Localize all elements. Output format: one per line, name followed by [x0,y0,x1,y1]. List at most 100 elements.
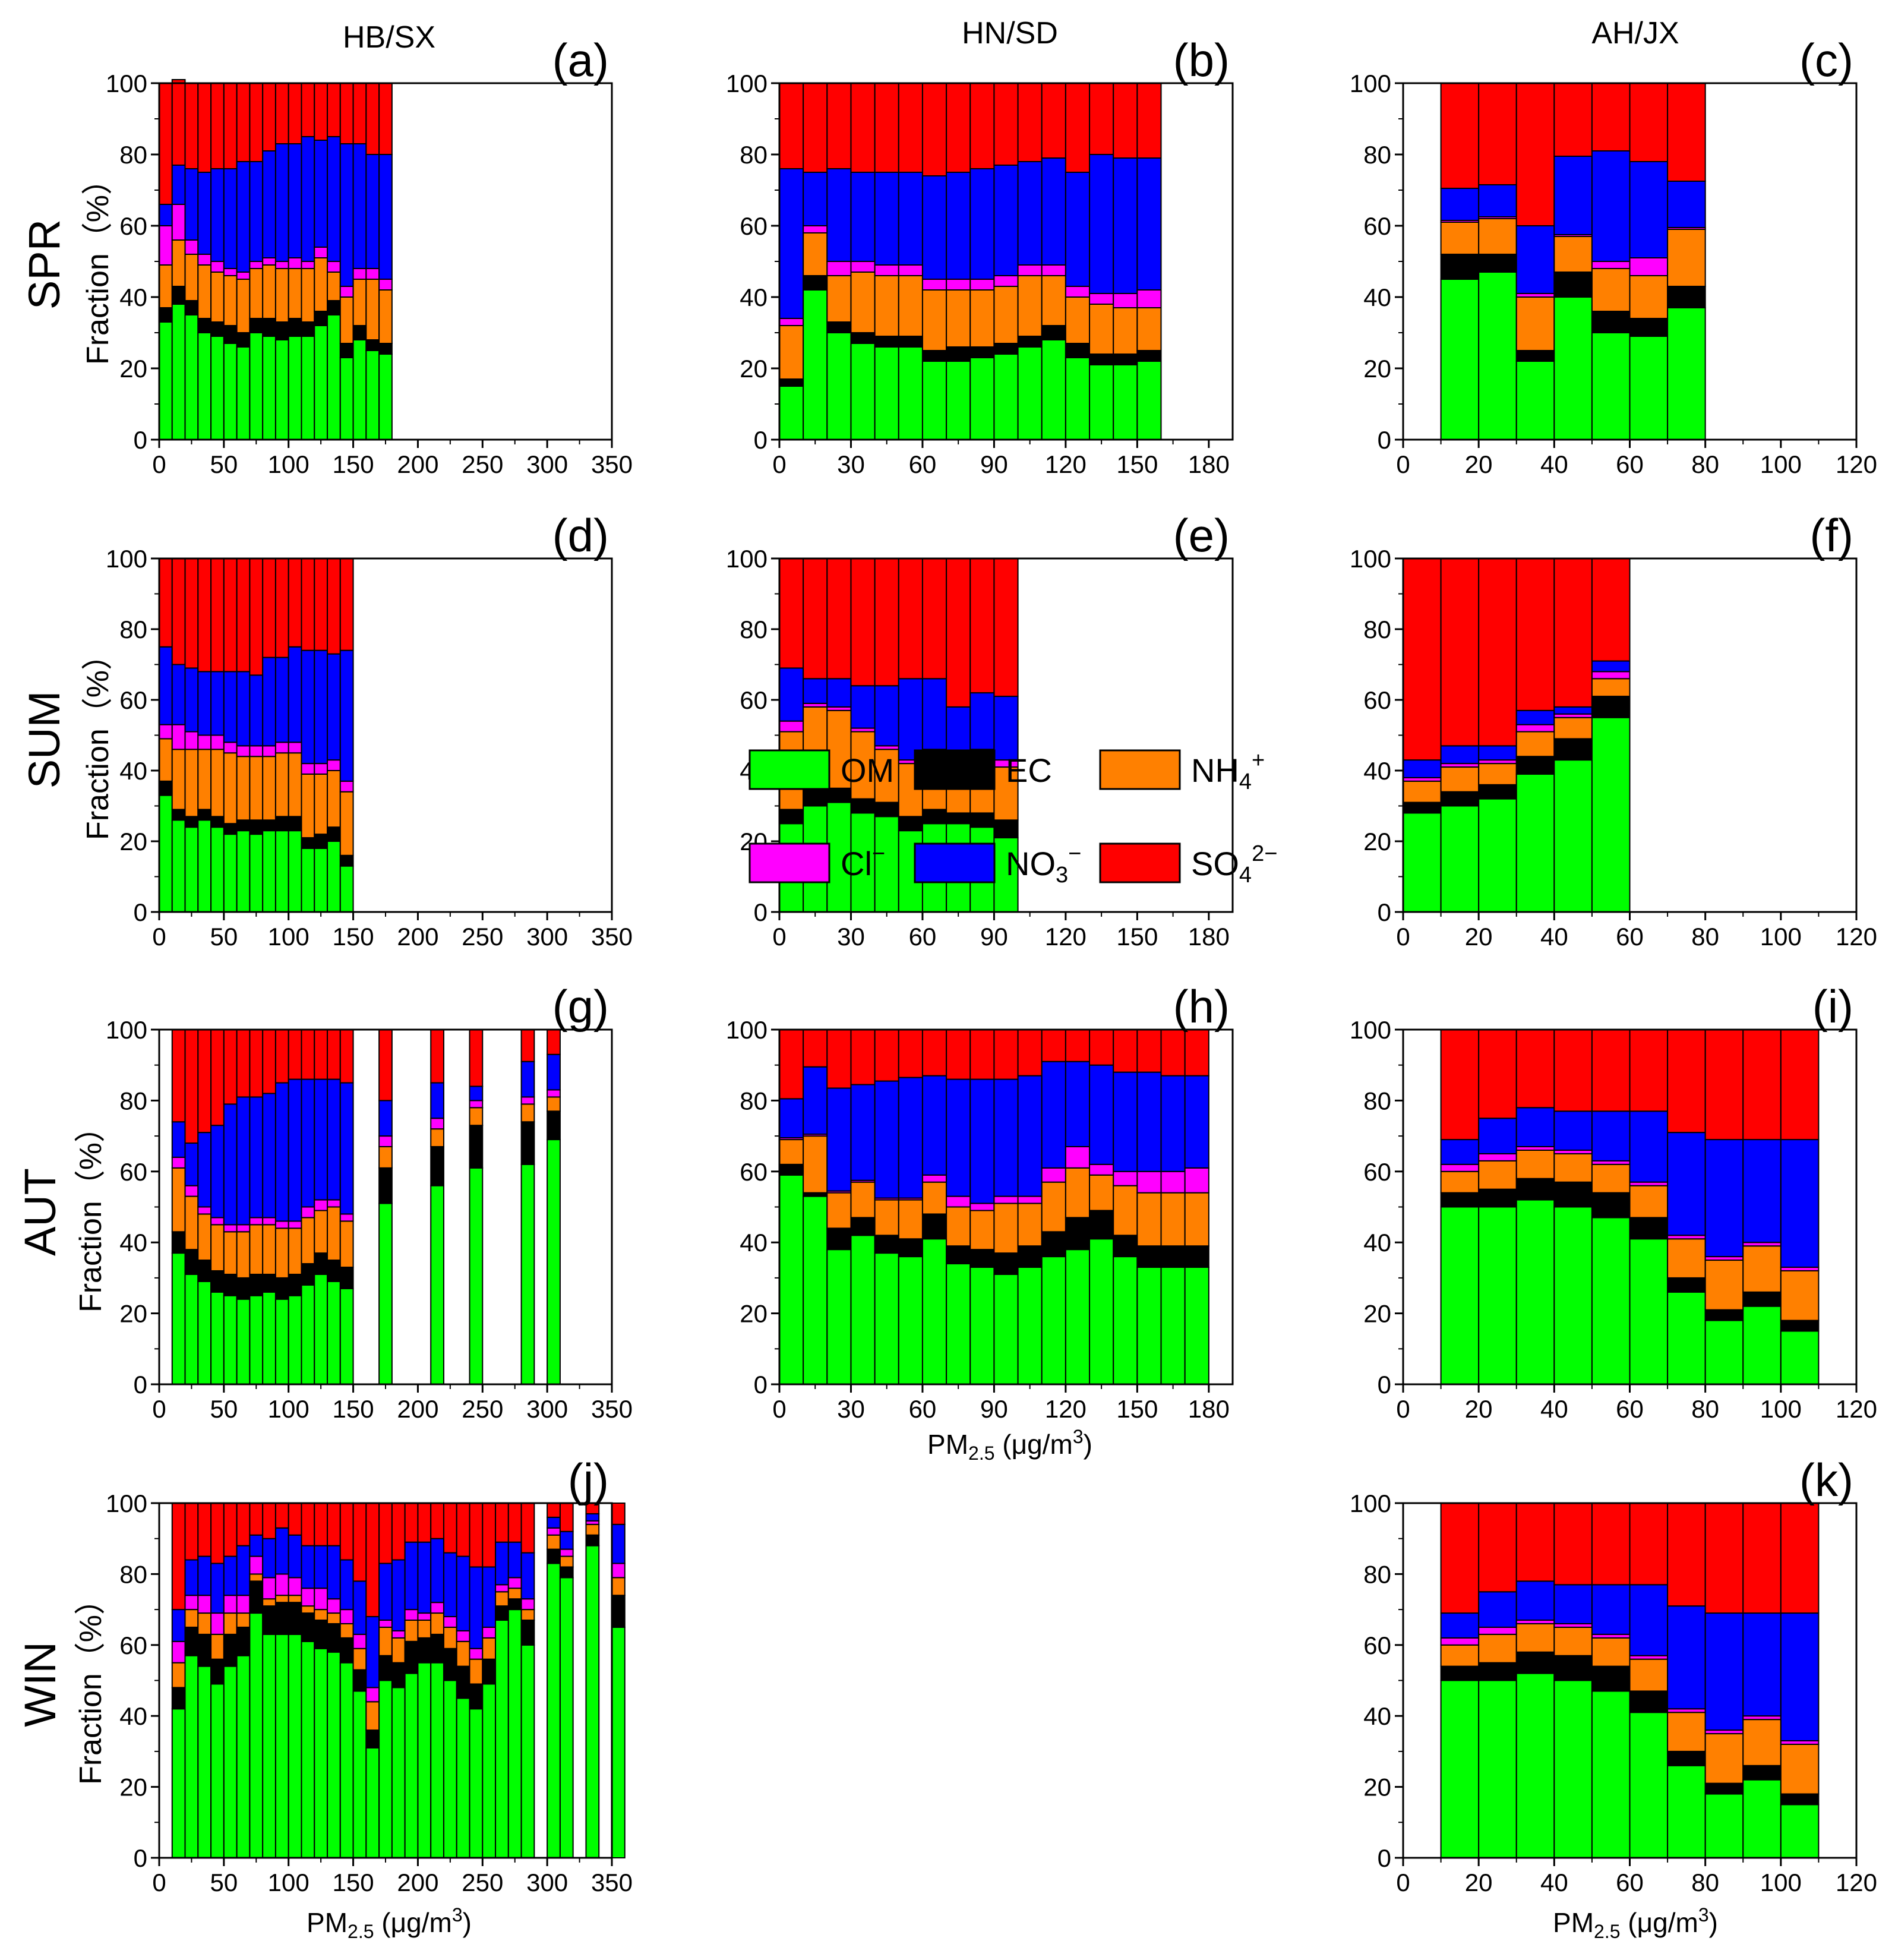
season-label-aut: AUT [15,1168,65,1256]
bar-segment-ec [1440,254,1480,280]
bar-segment-cl [547,1527,561,1536]
bar-segment-cl [495,1584,509,1593]
bar-segment-so4 [1515,83,1555,226]
bar-segment-no3 [559,1530,574,1550]
bar-segment-ec [1591,1192,1631,1219]
x-tick-label: 350 [591,923,633,951]
y-tick-label: 40 [119,283,147,311]
y-axis-label-row2: Fraction（%） [81,639,115,840]
bar-segment-nh4 [171,749,186,810]
bar-segment-nh4 [210,1224,225,1271]
bar-segment-om [223,1295,238,1385]
bar-segment-ec [288,816,302,832]
bar-segment-nh4 [210,749,225,818]
legend-label-no3: NO3− [1006,841,1081,888]
x-tick-label: 250 [462,450,503,478]
bar-segment-nh4 [288,752,302,818]
column-title-1: HB/SX [343,20,435,55]
bar-segment-om [1780,1804,1820,1858]
bar-segment-nh4 [803,1135,828,1194]
bar-segment-nh4 [417,1620,432,1639]
x-tick-label: 250 [462,923,503,951]
panel-letter: (g) [552,980,609,1033]
bar-segment-nh4 [1704,1260,1744,1311]
bar-segment-nh4 [288,1595,302,1604]
x-tick-label: 300 [526,450,568,478]
bar-segment-nh4 [301,1605,315,1614]
bar-segment-cl [288,257,302,269]
bar-segment-so4 [1136,1029,1162,1073]
bar-segment-ec [1017,336,1043,348]
bar-segment-cl [274,1573,289,1596]
bar-segment-so4 [1478,1029,1517,1119]
bar-segment-cl [327,1598,341,1614]
bar-segment-ec [339,343,354,358]
bar-segment-om [314,1273,329,1385]
x-tick-label: 150 [1116,450,1158,478]
bar-segment-so4 [1065,83,1091,173]
bar-segment-ec [1113,1235,1138,1258]
x-tick-label: 50 [210,450,238,478]
bar-segment-om [547,1563,561,1858]
bar-segment-ec [898,336,923,348]
bar-segment-no3 [803,172,828,226]
bar-segment-so4 [779,83,804,169]
bar-segment-cl [327,1199,341,1208]
bar-segment-om [339,1662,354,1858]
bar-segment-so4 [327,558,341,655]
bar-segment-om [197,1665,212,1859]
bar-segment-so4 [197,558,212,673]
y-tick-label: 60 [740,1158,768,1186]
bar-segment-ec [1440,791,1480,807]
bar-segment-nh4 [249,1573,264,1582]
bar-segment-cl [274,741,289,754]
panel-a: 0 20 40 60 80 100 0 50 100 150 200 250 300 350 (a) [106,34,633,478]
bar-segment-om [1667,1765,1706,1859]
bar-segment-cl [520,1096,535,1105]
bar-segment-nh4 [1478,763,1517,785]
bar-segment-so4 [1515,1029,1555,1109]
x-tick-label: 0 [772,923,786,951]
bar-segment-ec [946,1245,971,1265]
y-axis-label-row4: Fraction（%） [74,1584,108,1785]
bar-segment-om [1629,1238,1669,1385]
legend-label-nh4: NH4+ [1191,748,1265,794]
bar-segment-nh4 [197,1612,212,1635]
bar-segment-so4 [850,558,876,687]
bar-segment-cl [210,734,225,750]
bar-segment-cl [288,741,302,754]
bar-segment-so4 [223,1029,238,1105]
bar-segment-no3 [1591,660,1631,673]
y-tick-label: 40 [1363,757,1391,785]
bar-segment-so4 [339,83,354,144]
bar-segment-no3 [274,1527,289,1575]
bar-segment-so4 [274,83,289,144]
bar-segment-nh4 [1553,1153,1593,1183]
bar-segment-nh4 [520,1103,535,1123]
bar-segment-no3 [171,1121,186,1158]
bar-segment-om [184,314,199,440]
x-tick-label: 40 [1540,1869,1568,1896]
bar-segment-ec [559,1566,574,1579]
bar-segment-no3 [1184,1075,1209,1169]
bar-segment-cl [1136,289,1162,308]
bar-segment-no3 [482,1566,497,1628]
bar-segment-om [520,1163,535,1385]
bar-segment-om [585,1545,600,1858]
bar-segment-no3 [1553,156,1593,235]
bar-segment-cl [1065,1146,1091,1169]
bar-segment-om [249,332,264,440]
bar-segment-om [184,1655,199,1858]
y-tick-label: 100 [1350,1489,1391,1517]
bar-segment-so4 [249,1029,264,1098]
x-tick-label: 0 [152,450,166,478]
bar-segment-no3 [288,1078,302,1222]
bar-segment-nh4 [469,1107,484,1126]
bar-segment-om [274,339,289,440]
bar-segment-so4 [898,83,923,173]
x-tick-label: 200 [397,450,438,478]
bar-segment-om [874,1252,899,1385]
bar-segment-no3 [1780,1612,1820,1741]
bar-segment-nh4 [1780,1743,1820,1795]
